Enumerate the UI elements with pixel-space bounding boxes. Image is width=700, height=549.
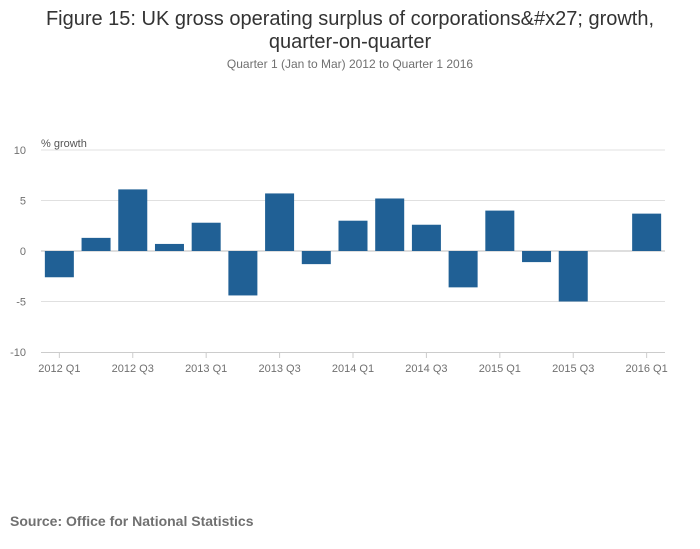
- x-tick-label: 2014 Q3: [405, 363, 447, 375]
- chart-title: Figure 15: UK gross operating surplus of…: [0, 8, 700, 54]
- bar-2014-q1: [338, 220, 368, 251]
- bar-2014-q4: [448, 251, 478, 288]
- bar-2015-q2: [522, 251, 552, 263]
- bar-2016-q1: [632, 213, 662, 251]
- bar-2012-q3: [118, 189, 148, 251]
- y-tick-label: 10: [14, 145, 26, 157]
- bar-2015-q3: [558, 251, 588, 302]
- bar-2015-q1: [485, 210, 515, 251]
- bar-2014-q2: [375, 198, 405, 251]
- y-tick-label: -5: [16, 297, 26, 309]
- x-tick-label: 2014 Q1: [332, 363, 374, 375]
- x-tick-label: 2012 Q1: [38, 363, 80, 375]
- y-tick-label: 0: [20, 246, 26, 258]
- source-note: Source: Office for National Statistics: [10, 513, 254, 529]
- y-axis-label: % growth: [41, 138, 87, 150]
- bar-2013-q3: [265, 193, 295, 251]
- x-tick-label: 2015 Q3: [552, 363, 594, 375]
- chart-title-line-2: quarter-on-quarter: [268, 31, 432, 53]
- bar-2013-q4: [301, 251, 331, 265]
- bar-2014-q3: [411, 224, 441, 251]
- bar-2013-q2: [228, 251, 258, 296]
- x-tick-label: 2013 Q1: [185, 363, 227, 375]
- bar-2013-q1: [191, 222, 221, 251]
- x-tick-label: 2015 Q1: [479, 363, 521, 375]
- chart-title-line-1: Figure 15: UK gross operating surplus of…: [45, 8, 655, 30]
- bar-2012-q2: [81, 237, 111, 251]
- y-tick-label: 5: [20, 196, 26, 208]
- bar-2012-q1: [44, 251, 74, 278]
- chart-subtitle: Quarter 1 (Jan to Mar) 2012 to Quarter 1…: [226, 57, 474, 71]
- y-tick-label: -10: [10, 347, 26, 359]
- x-tick-label: 2016 Q1: [626, 363, 668, 375]
- x-tick-label: 2013 Q3: [258, 363, 300, 375]
- bar-2012-q4: [154, 243, 184, 251]
- x-tick-label: 2012 Q3: [112, 363, 154, 375]
